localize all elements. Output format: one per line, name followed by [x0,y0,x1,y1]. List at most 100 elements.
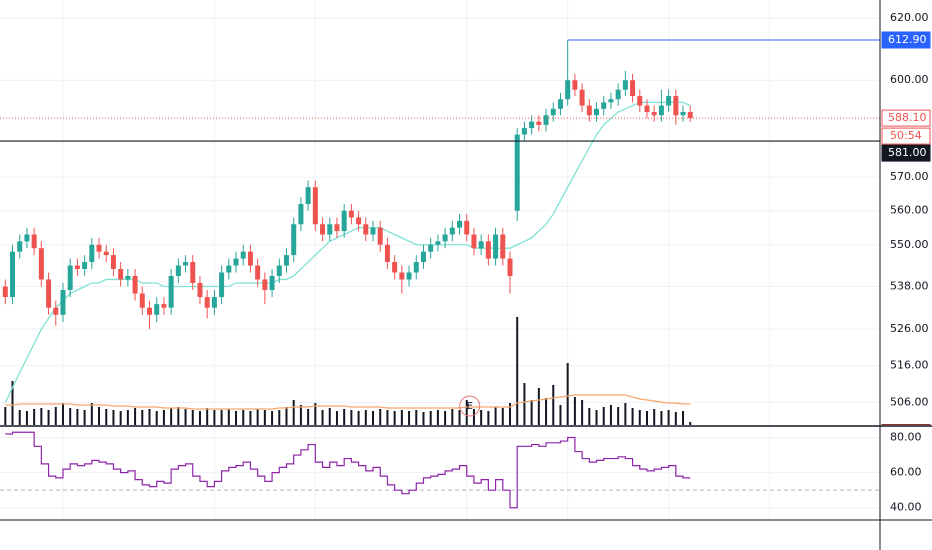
candle-body [644,105,650,113]
candle-body [392,262,398,273]
volume-bar [292,400,295,425]
volume-bar [480,410,483,425]
volume-bar [263,410,266,425]
volume-bar [537,388,540,425]
event-label: E [467,401,473,412]
candle-body [161,304,167,308]
candle-body [500,234,506,259]
volume-bar [256,409,259,425]
candle-body [38,248,44,280]
candle-body [413,262,419,273]
candle-body [46,279,52,308]
candle-body [147,307,152,315]
candle-body [175,265,181,276]
candle-body [197,282,203,298]
volume-bar [501,408,504,425]
volume-bar [451,409,454,425]
candle-body [334,224,340,232]
volume-bar [422,412,425,425]
volume-bar [148,409,151,425]
candle-body [658,105,664,116]
candle-body [572,80,578,90]
volume-bar [83,410,86,425]
volume-bar [278,410,281,425]
price-tag [881,144,931,162]
candle-body [269,275,275,290]
candle-body [464,220,470,235]
rsi-tick-label: 80.00 [890,431,922,444]
volume-bar [105,409,108,425]
candle-body [356,217,362,225]
volume-bar [61,403,64,425]
candle-body [2,286,8,298]
candle-body [543,115,549,125]
y-tick-label: 620.00 [890,11,929,24]
candle-body [211,297,217,308]
volume-bar [184,409,187,425]
volume-bar [170,408,173,425]
candle-body [341,210,347,232]
volume-bar [415,410,418,425]
candle-body [449,227,455,235]
candle-body [110,255,116,269]
y-tick-label: 538.00 [890,279,929,292]
volume-bar [631,408,634,425]
candle-body [457,220,463,228]
candle-body [240,251,246,259]
candle-body [493,234,499,259]
candle-body [428,244,434,252]
volume-bar [47,410,50,425]
volume-bar [682,411,685,425]
candle-body [471,234,477,249]
candle-body [507,258,513,276]
volume-bar [595,410,598,425]
volume-bar [581,400,584,425]
candle-body [514,134,520,211]
candle-body [10,251,16,298]
candle-body [24,234,30,242]
candle-body [666,96,672,106]
volume-bar [155,411,158,425]
volume-bar [98,407,101,425]
volume-bar [638,410,641,425]
volume-bar [350,410,353,425]
volume-bar [516,317,519,425]
volume-bar [198,411,201,425]
candle-body [594,108,600,116]
candle-body [305,187,311,204]
candle-body [622,80,628,90]
candle-body [132,275,138,294]
countdown: 50:54 [890,129,922,142]
rsi-line [5,431,691,509]
price-tag [881,109,931,127]
candle-body [60,289,66,315]
candle-body [118,268,124,280]
volume-ma-line [5,394,691,410]
volume-bar [552,385,555,425]
candle-body [190,262,196,283]
volume-bar [379,409,382,425]
volume-bar [609,405,612,425]
candle-body [320,224,326,235]
volume-bar [227,409,230,425]
candle-body [204,297,210,308]
volume-bar [25,411,28,425]
volume-bar [472,409,475,425]
volume-bar [134,408,137,425]
candle-body [615,89,621,100]
candle-body [154,304,160,315]
rsi-tick-label: 40.00 [890,501,922,514]
candle-body [687,112,693,119]
price-tag-label: 612.90 [888,33,927,46]
candle-body [247,251,253,266]
volume-bar [509,403,511,425]
volume-bar [206,408,209,425]
volume-bar [76,409,79,425]
candle-body [565,80,571,100]
volume-bar [162,410,165,425]
volume-bar [487,411,490,425]
volume-bar [69,408,72,425]
volume-bar [408,411,411,425]
volume-bar [689,422,692,425]
volume-bar [494,407,497,425]
